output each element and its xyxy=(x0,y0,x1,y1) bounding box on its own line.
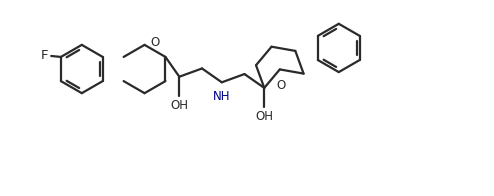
Text: OH: OH xyxy=(170,99,188,112)
Text: NH: NH xyxy=(213,90,231,103)
Text: F: F xyxy=(41,49,48,62)
Text: O: O xyxy=(150,36,160,49)
Text: O: O xyxy=(276,79,286,92)
Text: OH: OH xyxy=(255,110,273,123)
